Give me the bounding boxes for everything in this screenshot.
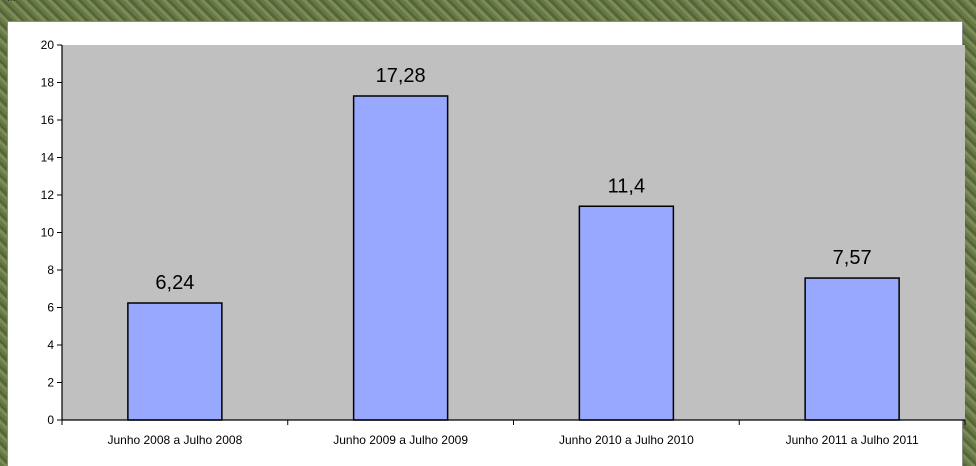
y-tick-label: 4	[47, 338, 54, 352]
top-cropped-text: ...	[7, 0, 15, 4]
x-category-label: Junho 2009 a Julho 2009	[333, 433, 468, 447]
y-tick-label: 2	[47, 376, 54, 390]
y-tick-label: 0	[47, 413, 54, 427]
x-axis: Junho 2008 a Julho 2008 Junho 2009 a Julh…	[61, 419, 966, 447]
bar	[578, 205, 675, 421]
y-axis: 0 2 4 6 8 10 12 14 16 18 20	[41, 38, 63, 427]
y-tick-label: 18	[41, 76, 55, 90]
bar	[127, 302, 223, 421]
y-tick-label: 14	[41, 151, 55, 165]
bars	[127, 95, 900, 421]
data-label: 6,24	[155, 272, 194, 294]
y-tick-label: 8	[47, 263, 54, 277]
x-category-label: Junho 2010 a Julho 2010	[559, 433, 694, 447]
y-tick-label: 10	[41, 226, 55, 240]
x-category-label: Junho 2011 a Julho 2011	[786, 433, 919, 447]
bar	[352, 95, 449, 421]
data-label: 7,57	[833, 247, 872, 269]
bar	[804, 277, 900, 421]
data-label: 17,28	[376, 65, 426, 87]
y-tick-label: 12	[41, 188, 55, 202]
y-tick-label: 6	[47, 301, 54, 315]
y-tick-label: 16	[41, 113, 55, 127]
x-category-label: Junho 2008 a Julho 2008	[107, 433, 242, 447]
y-tick-label: 20	[41, 38, 55, 52]
data-label: 11,4	[608, 175, 645, 197]
data-labels: 6,24 17,28 11,4 7,57	[155, 65, 871, 294]
